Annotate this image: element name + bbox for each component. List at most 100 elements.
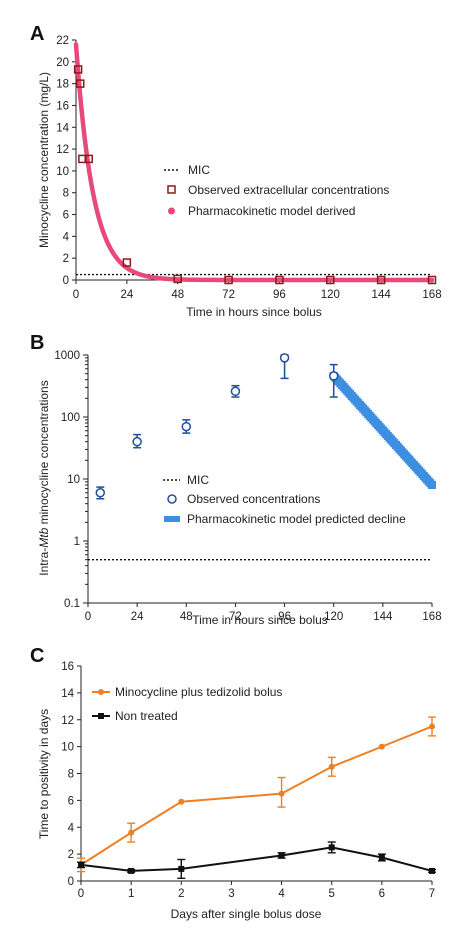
panel-c-x-label: Days after single bolus dose	[171, 907, 322, 921]
observed-point	[122, 258, 132, 267]
panel-b-legend: MIC Observed concentrations Pharmacokine…	[163, 473, 406, 526]
legend-observed-marker	[167, 185, 176, 194]
x-tick-label: 96	[273, 289, 286, 301]
x-tick-label: 168	[422, 289, 441, 301]
legend-mic-label: MIC	[188, 163, 210, 177]
panel-b-y-label-part1: Intra-	[37, 548, 51, 576]
treated-point	[178, 798, 185, 805]
y-tick-label: 0	[63, 275, 69, 287]
treated-point	[278, 790, 285, 797]
legend-model-label: Pharmacokinetic model derived	[188, 204, 355, 218]
panel-b-label: B	[30, 332, 44, 354]
x-tick-label: 96	[278, 611, 291, 623]
legend-model-label: Pharmacokinetic model predicted decline	[187, 512, 406, 526]
y-tick-label: 4	[68, 822, 75, 834]
y-tick-label: 10	[61, 742, 74, 754]
x-tick-label: 0	[73, 289, 79, 301]
observed-point	[230, 386, 241, 397]
untreated-point	[178, 865, 185, 872]
y-tick-label: 6	[63, 210, 69, 222]
x-tick-label: 1	[128, 888, 134, 900]
y-tick-label: 22	[56, 35, 69, 47]
panel-b-y-label-part3: minocycline concentrations	[37, 380, 51, 527]
observed-point	[427, 275, 437, 285]
x-tick-label: 7	[429, 888, 435, 900]
observed-point	[73, 65, 83, 74]
y-tick-label: 0	[68, 876, 74, 888]
panel-b-x-label: Time in hours since bolus	[192, 613, 328, 627]
y-tick-label: 2	[63, 253, 69, 265]
x-tick-label: 120	[321, 289, 340, 301]
untreated-point	[378, 854, 385, 861]
x-tick-label: 168	[422, 611, 441, 623]
x-tick-label: 24	[120, 289, 133, 301]
legend-observed-label: Observed extracellular concentrations	[188, 183, 389, 197]
y-tick-label: 10	[56, 166, 69, 178]
x-tick-label: 6	[379, 888, 385, 900]
legend-observed-label: Observed concentrations	[187, 492, 320, 506]
observed-point	[75, 79, 85, 88]
panel-a-label: A	[30, 23, 44, 45]
panel-c-legend: Minocycline plus tedizolid bolus Non tre…	[92, 685, 282, 723]
panel-b-y-label-part2: Mtb	[37, 527, 51, 547]
legend-model-marker	[164, 516, 180, 522]
legend-treated-label: Minocycline plus tedizolid bolus	[115, 685, 282, 699]
x-tick-label: 120	[324, 611, 343, 623]
y-tick-label: 18	[56, 79, 69, 91]
x-tick-label: 48	[180, 611, 193, 623]
model-marker	[428, 481, 436, 490]
y-tick-label: 4	[63, 231, 70, 243]
untreated-point	[278, 852, 285, 859]
x-tick-label: 144	[373, 611, 393, 623]
x-tick-label: 0	[85, 611, 91, 623]
x-tick-label: 3	[228, 888, 234, 900]
panel-b: B 0.1 1 10 100 1000 0 24 48 72 96 120 144 168 Time …	[30, 332, 442, 627]
y-tick-label: 0.1	[64, 598, 80, 610]
panel-a-y-label: Minocycline concentration (mg/L)	[37, 72, 51, 248]
observed-point	[275, 275, 284, 285]
x-tick-label: 144	[372, 289, 392, 301]
x-tick-label: 4	[278, 888, 285, 900]
observed-point	[181, 421, 192, 432]
untreated-point	[78, 861, 84, 868]
observed-point	[95, 488, 106, 498]
panel-a-x-label: Time in hours since bolus	[186, 305, 322, 319]
treated-point	[378, 743, 385, 750]
y-tick-label: 12	[56, 144, 69, 156]
x-tick-label: 72	[222, 289, 235, 301]
y-tick-label: 8	[68, 769, 74, 781]
y-tick-label: 2	[68, 849, 74, 861]
x-tick-label: 5	[329, 888, 335, 900]
observed-point	[132, 436, 142, 447]
legend-observed-marker	[167, 494, 177, 504]
observed-point	[84, 154, 93, 164]
treated-point	[128, 829, 135, 836]
y-tick-label: 14	[61, 688, 74, 700]
panel-a-legend: MIC Observed extracellular concentration…	[164, 163, 389, 218]
y-tick-label: 6	[68, 795, 74, 807]
y-tick-label: 10	[67, 474, 80, 486]
panel-c-y-label: Time to positivity in days	[37, 709, 51, 839]
x-tick-label: 48	[171, 289, 184, 301]
y-tick-label: 100	[61, 412, 80, 424]
y-tick-label: 16	[56, 100, 69, 112]
treated-point	[328, 763, 335, 770]
treated-point	[429, 723, 435, 730]
x-tick-label: 2	[178, 888, 184, 900]
x-tick-label: 0	[78, 888, 84, 900]
y-tick-label: 14	[56, 122, 69, 134]
legend-untreated-label: Non treated	[115, 709, 178, 723]
panel-b-y-label: Intra-Mtb minocycline concentrations	[37, 380, 51, 575]
model-curve	[73, 42, 435, 283]
observed-point	[224, 275, 233, 285]
y-tick-label: 8	[63, 188, 69, 200]
observed-point	[173, 274, 182, 284]
panel-c-label: C	[30, 645, 44, 667]
untreated-point	[128, 867, 135, 874]
x-tick-label: 72	[229, 611, 242, 623]
observed-point	[279, 353, 290, 363]
y-tick-label: 1	[74, 536, 80, 548]
